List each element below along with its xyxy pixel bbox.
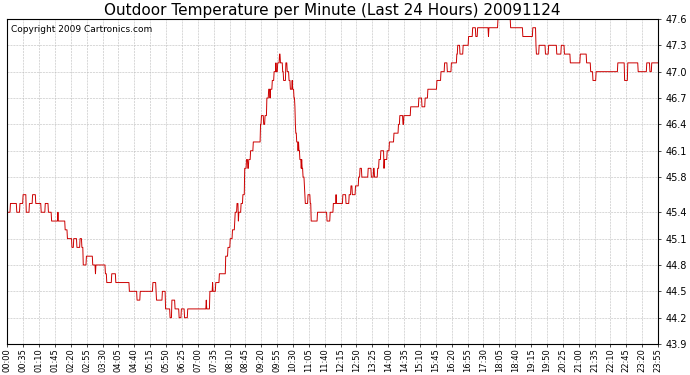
Text: Copyright 2009 Cartronics.com: Copyright 2009 Cartronics.com xyxy=(10,26,152,34)
Title: Outdoor Temperature per Minute (Last 24 Hours) 20091124: Outdoor Temperature per Minute (Last 24 … xyxy=(104,3,561,18)
